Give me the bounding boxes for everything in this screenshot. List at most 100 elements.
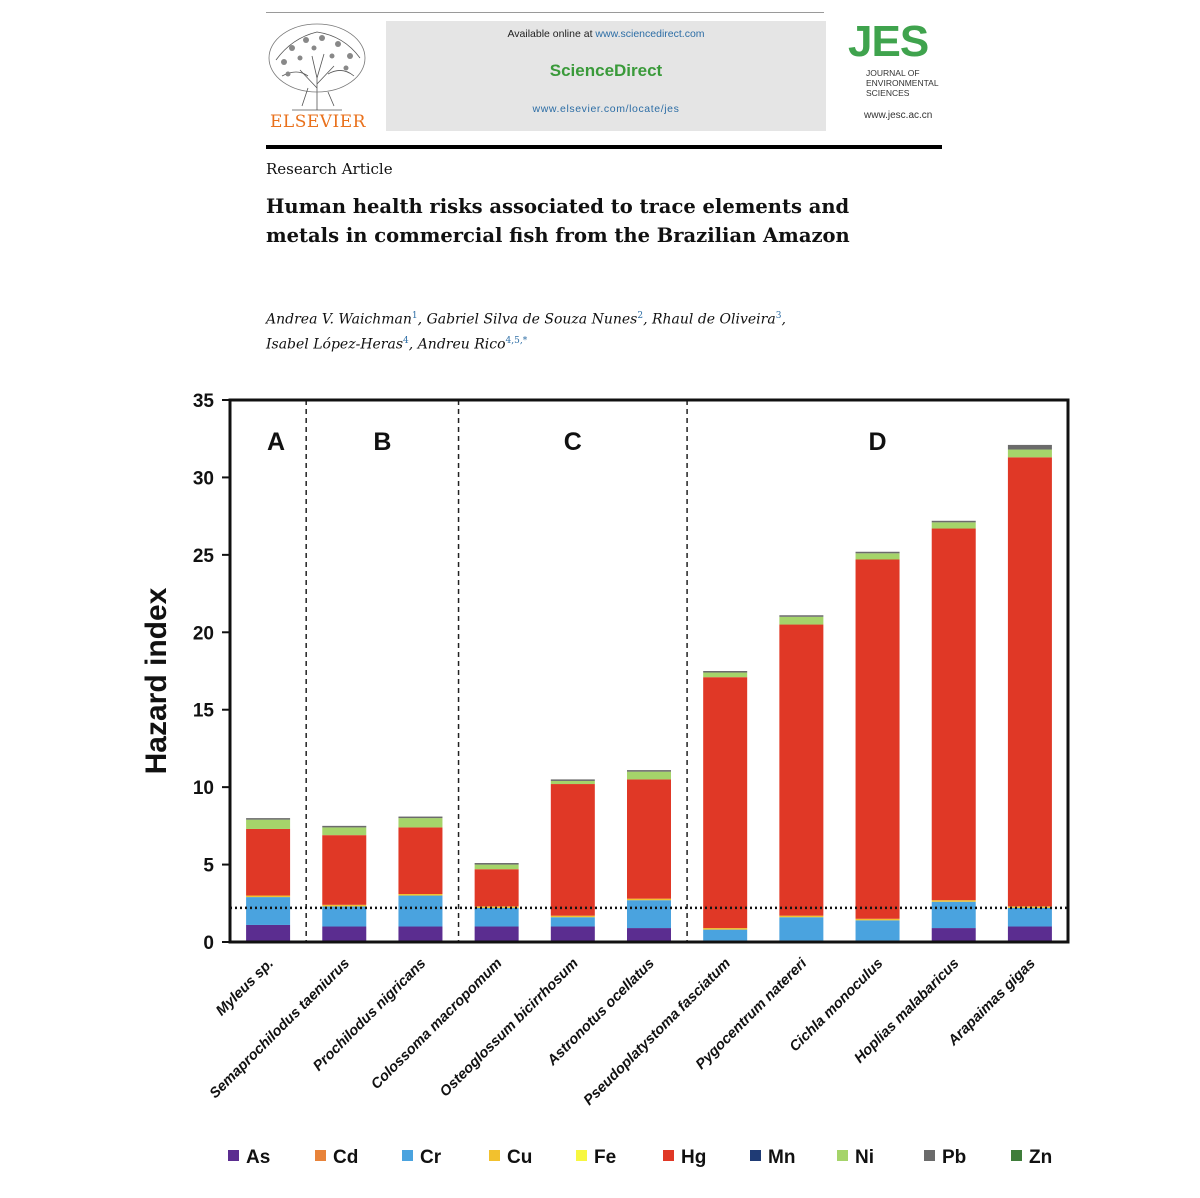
jes-logo: JES bbox=[848, 17, 929, 66]
bar-segment-hg bbox=[703, 677, 748, 929]
bar-segment-hg bbox=[398, 827, 443, 894]
bar-segment-ni bbox=[474, 864, 519, 870]
bar-segment-hg bbox=[855, 559, 900, 919]
legend-label: Cd bbox=[333, 1147, 358, 1168]
journal-name-line: SCIENCES bbox=[866, 88, 910, 98]
author-name[interactable]: Isabel López-Heras bbox=[266, 336, 404, 353]
bar-segment-as bbox=[550, 926, 595, 942]
bar-segment-cr bbox=[779, 917, 824, 941]
legend-swatch-fe bbox=[576, 1150, 587, 1161]
legend-label: Ni bbox=[855, 1147, 874, 1168]
y-tick-label: 35 bbox=[193, 391, 215, 412]
bar-segment-cr bbox=[474, 907, 519, 927]
bar-segment-as bbox=[1007, 926, 1052, 942]
bar-segment-hg bbox=[779, 624, 824, 916]
bar-segment-cr bbox=[246, 897, 291, 925]
bar-segment-cu bbox=[779, 915, 824, 918]
sciencedirect-banner: Available online at www.sciencedirect.co… bbox=[386, 21, 826, 131]
legend-label: Fe bbox=[594, 1147, 616, 1168]
bar-segment-hg bbox=[474, 869, 519, 907]
bar-segment-cr bbox=[703, 929, 748, 941]
bar-segment-as bbox=[931, 928, 976, 942]
panel-label: A bbox=[267, 428, 285, 456]
bar-segment-cr bbox=[1007, 907, 1052, 927]
author-name[interactable]: Gabriel Silva de Souza Nunes bbox=[426, 311, 638, 328]
author-name[interactable]: Andrea V. Waichman bbox=[266, 311, 412, 328]
elsevier-tree-logo-icon bbox=[268, 23, 366, 111]
author-affiliation[interactable]: 4,5,* bbox=[505, 335, 528, 346]
legend-swatch-hg bbox=[663, 1150, 674, 1161]
y-tick-label: 15 bbox=[193, 701, 215, 722]
legend-swatch-pb bbox=[924, 1150, 935, 1161]
legend-swatch-cu bbox=[489, 1150, 500, 1161]
bar-segment-cr bbox=[931, 901, 976, 929]
header-top-rule bbox=[266, 12, 824, 13]
bar-segment-cu bbox=[550, 915, 595, 918]
bar-segment-pb bbox=[398, 816, 443, 819]
bar-segment-as bbox=[322, 926, 367, 942]
legend-label: Hg bbox=[681, 1147, 706, 1168]
bar-segment-pb bbox=[550, 779, 595, 781]
legend-label: Cr bbox=[420, 1147, 442, 1168]
article-title: Human health risks associated to trace e… bbox=[266, 195, 850, 247]
bar-segment-pb bbox=[855, 551, 900, 554]
bar-segment-ni bbox=[779, 616, 824, 625]
x-category-label: Colossoma macropomum bbox=[368, 955, 505, 1092]
author-name[interactable]: Andreu Rico bbox=[417, 336, 506, 353]
bar-segment-hg bbox=[627, 779, 671, 899]
bar-segment-cu bbox=[322, 904, 367, 907]
y-tick-label: 10 bbox=[193, 778, 214, 799]
bar-segment-hg bbox=[322, 835, 367, 905]
author-name[interactable]: Rhaul de Oliveira bbox=[652, 311, 776, 328]
sciencedirect-link[interactable]: www.sciencedirect.com bbox=[595, 28, 705, 40]
y-tick-label: 0 bbox=[203, 933, 214, 954]
bar-segment-hg bbox=[1007, 457, 1052, 907]
legend-label: Mn bbox=[768, 1147, 795, 1168]
hazard-index-chart: 0 5 10 15 20 25 30 35 Hazard index Myleus sp.Sema… bbox=[140, 391, 1070, 1168]
bar-segment-cu bbox=[246, 895, 291, 898]
bar-segment-ni bbox=[931, 522, 976, 529]
journal-url-link[interactable]: www.jesc.ac.cn bbox=[864, 110, 933, 121]
bar-segment-cu bbox=[703, 928, 748, 930]
bar-segment-pb bbox=[627, 770, 671, 772]
bar-segment-cu bbox=[931, 900, 976, 902]
legend-label: Pb bbox=[942, 1147, 966, 1168]
sciencedirect-title: ScienceDirect bbox=[549, 61, 663, 80]
journal-locate-link[interactable]: www.elsevier.com/locate/jes bbox=[532, 103, 680, 115]
bar-segment-ni bbox=[855, 553, 900, 560]
author-affiliation[interactable]: 2 bbox=[637, 311, 644, 321]
x-category-label: Pseudoplatystoma fasciatum bbox=[581, 955, 734, 1108]
bar-segment-pb bbox=[779, 615, 824, 617]
bar-segment-ni bbox=[703, 672, 748, 678]
author-affiliation[interactable]: 3 bbox=[775, 311, 782, 321]
author-affiliation[interactable]: 1 bbox=[411, 311, 418, 321]
bar-segment-ni bbox=[398, 818, 443, 828]
bar-segment-cr bbox=[627, 900, 671, 929]
y-tick-label: 30 bbox=[193, 468, 214, 489]
bar-segment-cu bbox=[627, 898, 671, 901]
available-online-prefix: Available online at bbox=[507, 28, 593, 40]
bar-segment-pb bbox=[474, 863, 519, 865]
bar-segment-pb bbox=[1007, 444, 1052, 450]
legend-swatch-zn bbox=[1011, 1150, 1022, 1161]
legend-swatch-mn bbox=[750, 1150, 761, 1161]
bar-segment-cr bbox=[855, 920, 900, 941]
journal-name-line: JOURNAL OF bbox=[866, 68, 920, 78]
bar-segment-cu bbox=[1007, 906, 1052, 908]
publisher-name: ELSEVIER bbox=[270, 112, 366, 132]
bar-segment-as bbox=[398, 926, 443, 942]
author-list: Andrea V. Waichman1, Gabriel Silva de So… bbox=[266, 311, 786, 353]
y-tick-label: 5 bbox=[203, 856, 214, 877]
bar-segment-pb bbox=[931, 520, 976, 523]
author-affiliation[interactable]: 4 bbox=[403, 335, 409, 346]
legend-swatch-cd bbox=[315, 1150, 326, 1161]
available-online-text: Available online at www.sciencedirect.co… bbox=[386, 28, 826, 40]
bar-segment-pb bbox=[246, 818, 291, 820]
bar-segment-ni bbox=[550, 780, 595, 785]
panel-label: B bbox=[373, 428, 391, 456]
bar-segment-pb bbox=[703, 671, 748, 673]
bar-segment-ni bbox=[627, 771, 671, 780]
bar-segment-cu bbox=[398, 893, 443, 896]
legend-label: As bbox=[246, 1147, 270, 1168]
bar-segment-ni bbox=[246, 819, 291, 829]
